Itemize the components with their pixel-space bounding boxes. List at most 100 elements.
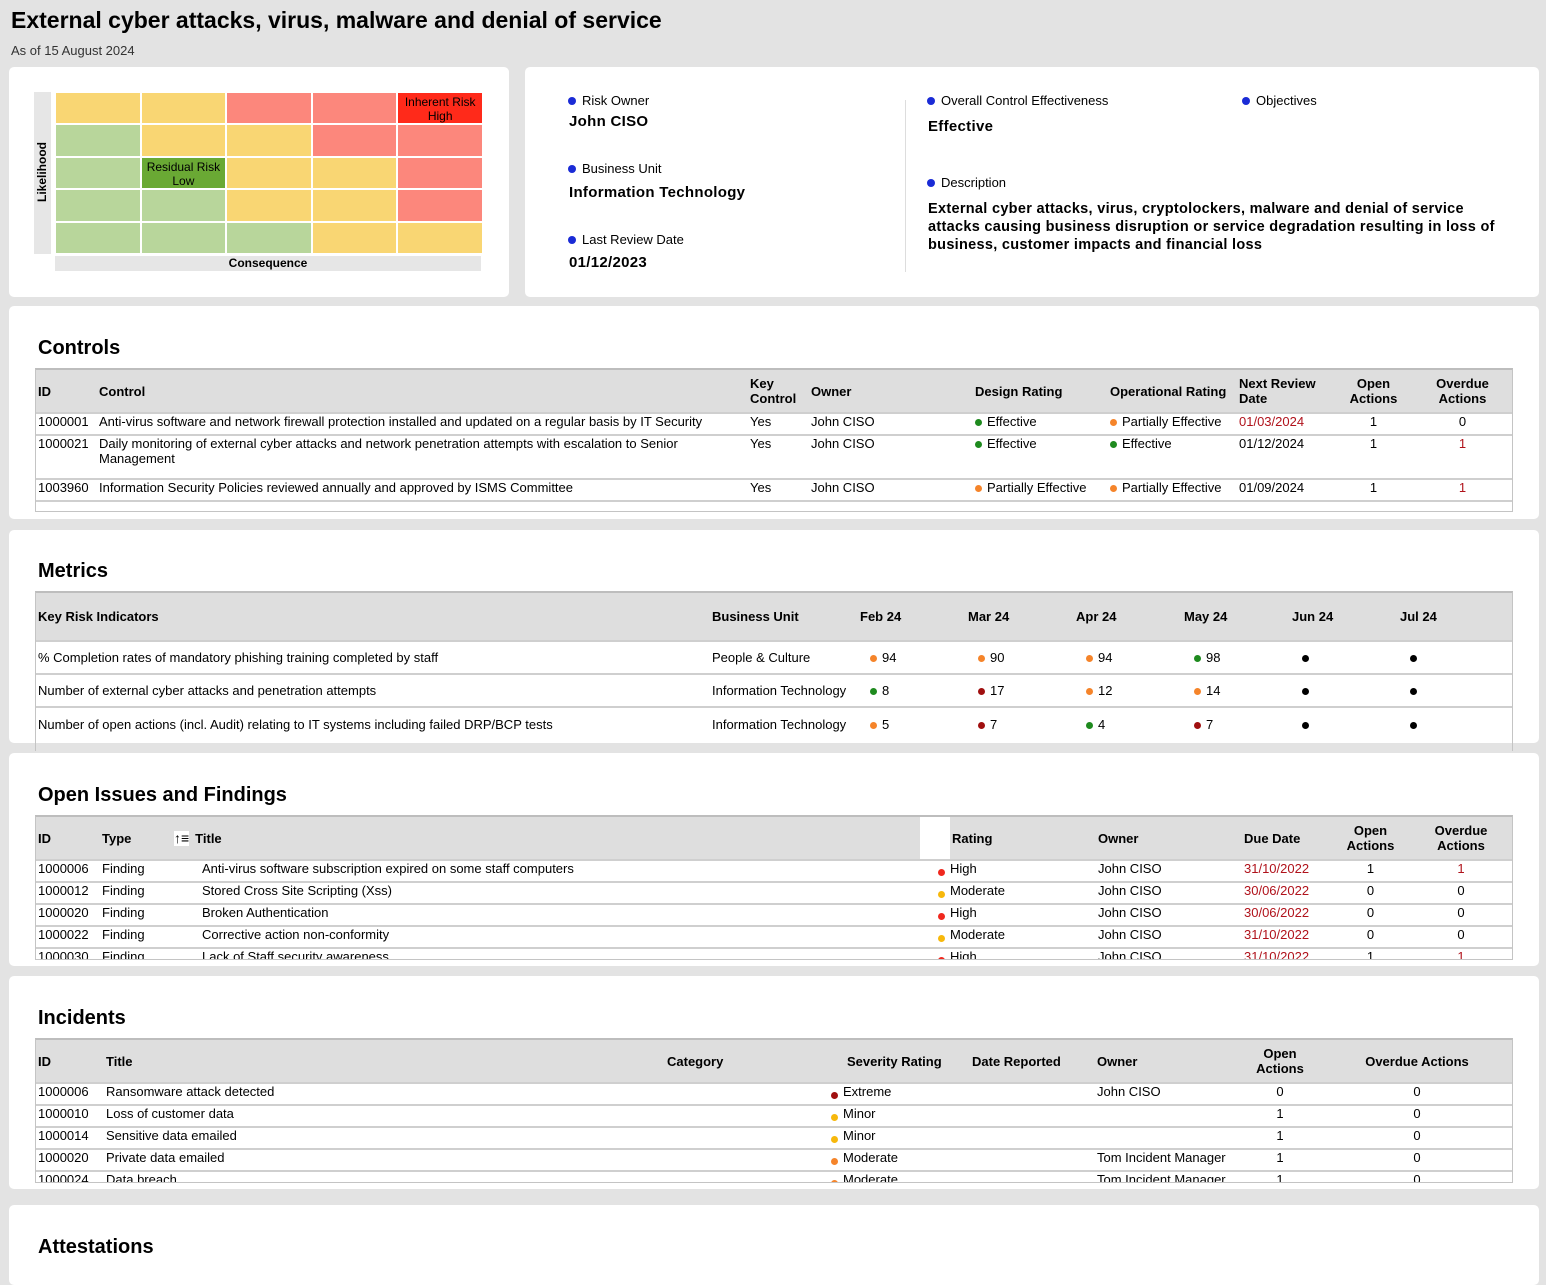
open-actions: 1	[1333, 947, 1408, 959]
column-header[interactable]: Business Unit	[710, 593, 858, 641]
column-header[interactable]: Next Review Date	[1237, 370, 1336, 413]
column-header[interactable]: Date Reported	[970, 1040, 1095, 1083]
column-header[interactable]: Key Risk Indicators	[36, 593, 710, 641]
divider	[905, 100, 906, 272]
issues-table: ID Type ↑≡ Title Rating Owner Due Date Open Act…	[35, 815, 1513, 960]
table-row[interactable]: 1000030 Finding Lack of Staff security awa…	[36, 947, 1512, 959]
table-row[interactable]: Number of external cyber attacks and pen…	[36, 673, 1512, 707]
column-header[interactable]: Title	[104, 1040, 665, 1083]
table-row[interactable]: 1000020 Finding Broken Authentication High J…	[36, 903, 1512, 926]
issue-title-text: Broken Authentication	[202, 905, 329, 920]
date-reported	[970, 1126, 1095, 1149]
due-date: 31/10/2022	[1242, 859, 1333, 882]
table-row[interactable]: 1000001 Anti-virus software and network f…	[36, 412, 1512, 435]
column-header[interactable]: Overdue Actions	[1408, 817, 1512, 860]
metric-value-text: 4	[1098, 716, 1106, 732]
next-review-date-text: 01/12/2024	[1239, 436, 1305, 451]
overdue-actions-text: 1	[1458, 436, 1467, 451]
open-actions: 1	[1240, 1148, 1320, 1171]
column-header[interactable]: Open Actions	[1336, 370, 1411, 413]
column-header[interactable]: Jun 24	[1290, 593, 1398, 641]
column-header-label: Owner	[1097, 1053, 1138, 1069]
table-cell	[97, 500, 748, 511]
table-row[interactable]: 1000021 Daily monitoring of external cybe…	[36, 434, 1512, 479]
column-header[interactable]: ID	[36, 1040, 104, 1083]
label-text: Risk Owner	[582, 93, 650, 108]
severity-rating: Moderate	[829, 1170, 954, 1182]
owner-text: John CISO	[1098, 927, 1162, 942]
business-unit-text: Information Technology	[712, 683, 847, 698]
column-header[interactable]: Rating	[950, 817, 1096, 860]
due-date-text: 30/06/2022	[1244, 905, 1310, 920]
table-row[interactable]: 1000012 Finding Stored Cross Site Scriptin…	[36, 881, 1512, 904]
table-row[interactable]: 1000024 Data breach Moderate Tom Incident M…	[36, 1170, 1512, 1183]
table-row[interactable]: Number of open actions (incl. Audit) rel…	[36, 706, 1512, 740]
overdue-actions-text: 0	[1413, 1128, 1421, 1143]
residual-risk-cell: Residual Risk Low	[140, 156, 227, 190]
column-header[interactable]: ID	[36, 370, 97, 413]
column-header[interactable]: Mar 24	[966, 593, 1074, 641]
column-header[interactable]: Control	[97, 370, 748, 413]
rating-text: Moderate	[950, 883, 1005, 898]
column-header[interactable]: ID	[36, 817, 100, 860]
column-header-label: Category	[667, 1053, 724, 1069]
rating: High	[938, 903, 1084, 926]
table-row[interactable]: 1000014 Sensitive data emailed Minor 1 0	[36, 1126, 1512, 1149]
column-header[interactable]: Overdue Actions	[1411, 370, 1512, 413]
matrix-cell	[55, 156, 141, 190]
control-id-text: 1000001	[38, 414, 89, 429]
residual-risk-label: Residual Risk	[146, 159, 221, 174]
column-header-label: Mar 24	[968, 609, 1010, 624]
column-header[interactable]: Key Control	[748, 370, 809, 413]
status-dot-icon	[831, 1092, 838, 1100]
issue-title: Lack of Staff security awareness	[200, 947, 950, 959]
matrix-cell	[311, 124, 398, 157]
table-cell	[973, 500, 1108, 511]
column-header[interactable]: Overdue Actions	[1320, 1040, 1512, 1083]
owner-text: John CISO	[1098, 905, 1162, 920]
sort-ascending-icon[interactable]: ↑≡	[174, 829, 190, 846]
column-header[interactable]: Owner	[809, 370, 973, 413]
column-header[interactable]: Owner	[1096, 817, 1242, 860]
issue-type-text: Finding	[102, 861, 145, 876]
column-header-label: Control	[99, 383, 146, 399]
open-actions-text: 0	[1366, 883, 1375, 898]
column-header[interactable]: ↑≡ Title	[170, 817, 920, 860]
table-row[interactable]: 1000022 Finding Corrective action non-conf…	[36, 925, 1512, 948]
table-row[interactable]: 1003960 Information Security Policies rev…	[36, 478, 1512, 501]
column-header[interactable]: Open Actions	[1240, 1040, 1320, 1083]
control-name-text: Daily monitoring of external cyber attac…	[99, 436, 678, 466]
open-actions: 0	[1240, 1082, 1320, 1105]
table-row[interactable]: % Completion rates of mandatory phishing…	[36, 640, 1512, 674]
column-header-label: Feb 24	[860, 609, 902, 624]
column-header[interactable]: Operational Rating	[1108, 370, 1237, 413]
column-header[interactable]: Feb 24	[858, 593, 966, 641]
column-header[interactable]: Severity Rating	[845, 1040, 970, 1083]
column-header[interactable]: Owner	[1095, 1040, 1240, 1083]
status-dot-icon	[1194, 688, 1201, 696]
column-header[interactable]: Due Date	[1242, 817, 1333, 860]
incident-id: 1000024	[36, 1170, 104, 1182]
overdue-actions-text: 0	[1413, 1172, 1421, 1183]
column-header[interactable]: Design Rating	[973, 370, 1108, 413]
issue-type-text: Finding	[102, 927, 145, 942]
table-row[interactable]: 1000010 Loss of customer data Minor 1 0	[36, 1104, 1512, 1127]
matrix-cell	[311, 189, 398, 222]
table-row[interactable]: 1000020 Private data emailed Moderate Tom I…	[36, 1148, 1512, 1171]
column-header[interactable]: Category	[665, 1040, 845, 1083]
column-header[interactable]: May 24	[1182, 593, 1290, 641]
metric-value: 8	[858, 673, 966, 707]
column-header[interactable]: Apr 24	[1074, 593, 1182, 641]
column-header[interactable]: Open Actions	[1333, 817, 1408, 860]
description-label: Description	[927, 175, 1006, 190]
status-dot-icon	[975, 485, 982, 493]
table-row[interactable]: 1000006 Finding Anti-virus software subscr…	[36, 859, 1512, 882]
column-header[interactable]: Jul 24	[1398, 593, 1512, 641]
inherent-risk-level: High	[427, 109, 453, 123]
incident-title: Private data emailed	[104, 1148, 665, 1171]
rating: Moderate	[938, 925, 1084, 948]
open-actions: 0	[1333, 903, 1408, 926]
owner-text: Tom Incident Manager	[1097, 1172, 1226, 1183]
table-row[interactable]: 1000006 Ransomware attack detected Extreme…	[36, 1082, 1512, 1105]
matrix-cell	[397, 156, 483, 190]
